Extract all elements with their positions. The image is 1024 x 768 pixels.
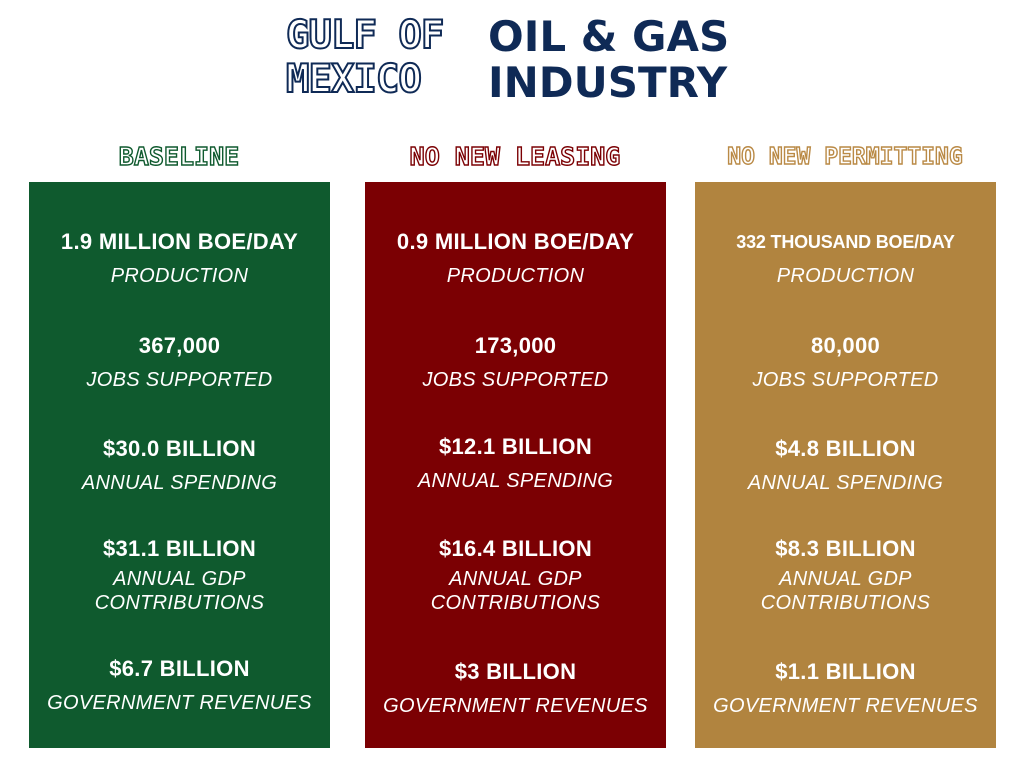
metric-jobs: 173,000 JOBS SUPPORTED: [365, 332, 666, 392]
metric-revenues: $1.1 BILLION GOVERNMENT REVENUES: [695, 658, 996, 718]
card-no-new-leasing: 0.9 MILLION BOE/DAY PRODUCTION 173,000 J…: [365, 182, 666, 748]
title-oil-gas-industry: OIL & GAS INDUSTRY: [488, 14, 748, 106]
metric-production: 1.9 MILLION BOE/DAY PRODUCTION: [29, 228, 330, 288]
title-line-industry: INDUSTRY: [488, 58, 728, 107]
metric-revenues: $6.7 BILLION GOVERNMENT REVENUES: [29, 655, 330, 715]
title-line-mexico: MEXICO: [285, 57, 423, 103]
card-baseline: 1.9 MILLION BOE/DAY PRODUCTION 367,000 J…: [29, 182, 330, 748]
production-label: PRODUCTION: [446, 265, 585, 287]
metric-jobs: 367,000 JOBS SUPPORTED: [29, 332, 330, 392]
metric-revenues: $3 BILLION GOVERNMENT REVENUES: [365, 658, 666, 718]
card-no-new-permitting: 332 THOUSAND BOE/DAY PRODUCTION 80,000 J…: [695, 182, 996, 748]
revenues-value: $3 BILLION: [454, 659, 577, 684]
revenues-label: GOVERNMENT REVENUES: [383, 695, 648, 717]
spending-label: ANNUAL SPENDING: [417, 470, 614, 492]
gdp-value: $31.1 BILLION: [102, 536, 257, 561]
revenues-value: $6.7 BILLION: [109, 656, 250, 681]
gdp-label: ANNUAL GDP CONTRIBUTIONS: [430, 568, 601, 614]
spending-label: ANNUAL SPENDING: [81, 472, 278, 494]
production-value: 1.9 MILLION BOE/DAY: [60, 229, 299, 254]
revenues-label: GOVERNMENT REVENUES: [713, 695, 978, 717]
jobs-label: JOBS SUPPORTED: [86, 369, 273, 391]
jobs-value: 80,000: [810, 333, 881, 358]
jobs-value: 367,000: [138, 333, 221, 358]
metric-spending: $12.1 BILLION ANNUAL SPENDING: [365, 433, 666, 493]
gdp-value: $16.4 BILLION: [438, 536, 593, 561]
metric-spending: $4.8 BILLION ANNUAL SPENDING: [695, 435, 996, 495]
production-value: 0.9 MILLION BOE/DAY: [396, 229, 635, 254]
spending-value: $30.0 BILLION: [102, 436, 257, 461]
heading-no-new-permitting: NO NEW PERMITTING: [727, 143, 964, 170]
spending-value: $4.8 BILLION: [775, 436, 916, 461]
metric-jobs: 80,000 JOBS SUPPORTED: [695, 332, 996, 392]
metric-production: 0.9 MILLION BOE/DAY PRODUCTION: [365, 228, 666, 288]
revenues-label: GOVERNMENT REVENUES: [47, 692, 312, 714]
gdp-label: ANNUAL GDP CONTRIBUTIONS: [94, 568, 265, 614]
revenues-value: $1.1 BILLION: [775, 659, 916, 684]
title-line-oil-gas: OIL & GAS: [488, 12, 730, 61]
jobs-label: JOBS SUPPORTED: [752, 369, 939, 391]
metric-spending: $30.0 BILLION ANNUAL SPENDING: [29, 435, 330, 495]
spending-value: $12.1 BILLION: [438, 434, 593, 459]
production-label: PRODUCTION: [776, 265, 915, 287]
title-line-gulf-of: GULF OF: [285, 13, 445, 59]
jobs-label: JOBS SUPPORTED: [422, 369, 609, 391]
metric-gdp: $16.4 BILLION ANNUAL GDP CONTRIBUTIONS: [365, 535, 666, 615]
metric-gdp: $31.1 BILLION ANNUAL GDP CONTRIBUTIONS: [29, 535, 330, 615]
jobs-value: 173,000: [474, 333, 557, 358]
metric-gdp: $8.3 BILLION ANNUAL GDP CONTRIBUTIONS: [695, 535, 996, 615]
heading-no-new-leasing: NO NEW LEASING: [409, 141, 621, 171]
gdp-label: ANNUAL GDP CONTRIBUTIONS: [760, 568, 931, 614]
heading-baseline: BASELINE: [118, 141, 240, 171]
title-gulf-of-mexico: GULF OF MEXICO: [285, 13, 476, 103]
metric-production: 332 THOUSAND BOE/DAY PRODUCTION: [695, 228, 996, 288]
production-value: 332 THOUSAND BOE/DAY: [736, 232, 955, 252]
production-label: PRODUCTION: [110, 265, 249, 287]
spending-label: ANNUAL SPENDING: [747, 472, 944, 494]
gdp-value: $8.3 BILLION: [775, 536, 916, 561]
